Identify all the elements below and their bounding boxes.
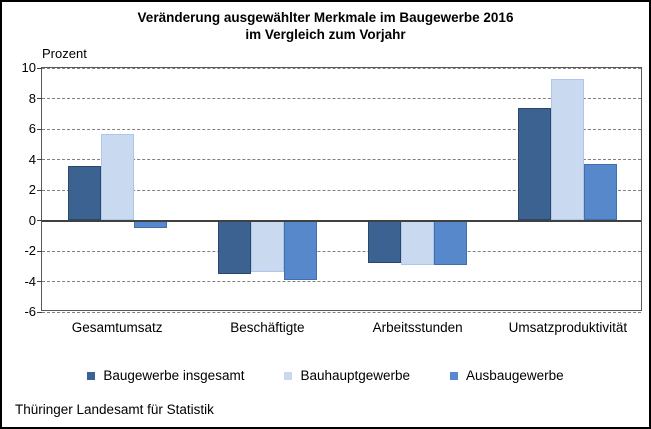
y-axis-tick-label: -4 <box>24 273 36 289</box>
legend-label: Baugewerbe insgesamt <box>103 368 245 383</box>
y-axis-tick-label: -6 <box>24 304 36 319</box>
bar-bauhauptgewerbe <box>250 220 284 273</box>
chart-title-line2: im Vergleich zum Vorjahr <box>245 27 406 42</box>
legend-item: Ausbaugewerbe <box>450 368 564 384</box>
gridline <box>42 189 641 191</box>
gridline <box>42 128 641 130</box>
legend-swatch-icon <box>87 372 96 380</box>
y-axis-tick-mark <box>37 281 42 282</box>
gridline <box>42 67 641 69</box>
y-axis-tick-label: 2 <box>28 182 36 197</box>
bar-bauhauptgewerbe <box>100 133 134 221</box>
gridline <box>42 281 641 282</box>
y-axis-tick-mark <box>37 98 42 99</box>
y-axis-unit-label: Prozent <box>42 46 87 61</box>
y-axis-tick-label: 8 <box>28 90 36 106</box>
category-label: Arbeitsstunden <box>372 320 463 335</box>
gridline <box>42 98 641 99</box>
category-label: Beschäftigte <box>230 320 305 335</box>
plot-area: 10 8 6 4 2 0 -2 -4 -6 Gesamtumsatz Beschäftigte Arb… <box>22 60 642 335</box>
y-axis-tick-label: 4 <box>28 151 36 167</box>
source-attribution: Thüringer Landesamt für Statistik <box>15 402 214 417</box>
bar-ausbaugewerbe <box>133 220 167 229</box>
legend-swatch-icon <box>450 372 459 380</box>
legend: Baugewerbe insgesamt Bauhauptgewerbe Ausba… <box>2 367 649 385</box>
y-axis-tick-mark <box>37 128 42 130</box>
bar-ausbaugewerbe <box>283 220 317 280</box>
y-axis-tick-mark <box>37 220 42 221</box>
y-axis-tick-mark <box>37 67 42 69</box>
y-axis-tick-mark <box>37 189 42 191</box>
gridline <box>42 159 641 160</box>
y-axis-tick-mark <box>37 311 42 313</box>
legend-label: Ausbaugewerbe <box>466 368 564 383</box>
bar-ausbaugewerbe <box>584 164 618 221</box>
bar-baugewerbe-insgesamt <box>518 107 552 221</box>
gridline <box>42 250 641 252</box>
y-axis-tick-label: 0 <box>28 212 36 228</box>
bar-baugewerbe-insgesamt <box>67 165 101 221</box>
bar-baugewerbe-insgesamt <box>368 220 402 264</box>
y-axis-tick-label: 6 <box>28 121 36 136</box>
bar-bauhauptgewerbe <box>401 220 435 265</box>
chart-title-line1: Veränderung ausgewählter Merkmale im Bau… <box>137 10 514 25</box>
gridline <box>42 311 641 313</box>
y-axis-tick-mark <box>37 250 42 252</box>
bar-bauhauptgewerbe <box>551 78 585 221</box>
legend-swatch-icon <box>284 372 293 380</box>
legend-item: Bauhauptgewerbe <box>284 368 410 384</box>
y-axis-tick-label: 10 <box>21 60 36 75</box>
zero-axis-line <box>42 219 641 222</box>
chart-title: Veränderung ausgewählter Merkmale im Bau… <box>2 9 649 43</box>
category-label: Umsatzproduktivität <box>508 320 628 335</box>
y-axis-tick-mark <box>37 159 42 160</box>
legend-label: Bauhauptgewerbe <box>300 368 411 383</box>
legend-item: Baugewerbe insgesamt <box>87 368 244 384</box>
category-label: Gesamtumsatz <box>71 320 163 335</box>
y-axis-tick-label: -2 <box>24 243 36 258</box>
bar-ausbaugewerbe <box>434 220 468 265</box>
bar-baugewerbe-insgesamt <box>217 220 251 274</box>
